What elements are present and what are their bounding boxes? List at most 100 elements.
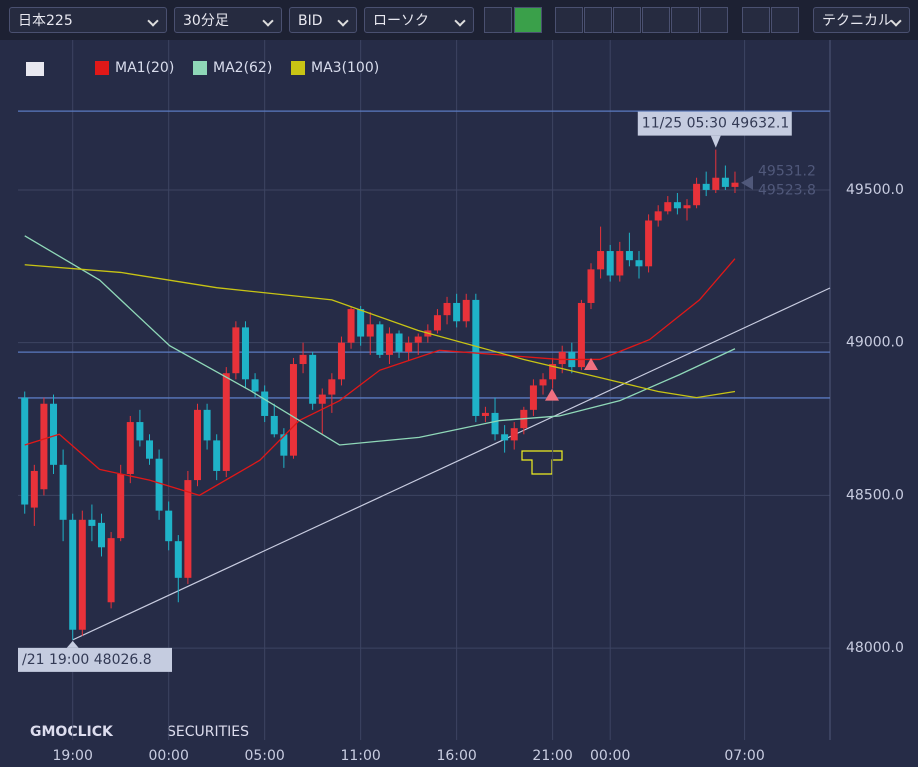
channel-tool[interactable] (642, 7, 670, 33)
legend-label: MA1(20) (115, 60, 174, 76)
candle-body (21, 397, 29, 505)
candle-body (558, 351, 566, 365)
candle-body (78, 519, 86, 630)
candle-body (654, 211, 662, 221)
candle-body (337, 342, 345, 380)
erase-all-tool[interactable] (771, 7, 799, 33)
candle-body (289, 364, 297, 456)
candle-body (529, 385, 537, 410)
x-tick-label: 07:00 (724, 748, 764, 764)
candle-body (702, 183, 710, 190)
vline-tool[interactable] (584, 7, 612, 33)
x-tick-label: 11:00 (340, 748, 380, 764)
legend-swatch (193, 61, 207, 75)
candle-body (261, 391, 269, 416)
candle-body (251, 379, 259, 392)
last-price-label: 49531.2 (758, 163, 816, 179)
trend-tool[interactable] (613, 7, 641, 33)
candle-body (616, 251, 624, 276)
x-tick-label: 19:00 (53, 748, 93, 764)
candle-body (318, 394, 326, 404)
candle-body (232, 327, 240, 374)
legend-swatch (95, 61, 109, 75)
x-tick-label: 00:00 (149, 748, 189, 764)
style-select[interactable]: ローソク (364, 7, 474, 33)
x-tick-label: 00:00 (590, 748, 630, 764)
annotation-box (637, 111, 792, 136)
candle-body (69, 519, 77, 630)
candle-body (174, 541, 182, 578)
candle-body (184, 480, 192, 578)
candle-body (59, 464, 67, 520)
candle-body (577, 302, 585, 368)
candle-body (213, 440, 221, 471)
pointer-tool[interactable] (514, 7, 542, 33)
candle-body (481, 412, 489, 416)
y-tick-label: 49500.0 (846, 182, 904, 198)
signal-marker (545, 388, 559, 401)
candle-body (347, 309, 355, 343)
candle-body (241, 327, 249, 380)
candle-body (395, 333, 403, 352)
candle-body (693, 183, 701, 206)
candle-body (280, 434, 288, 456)
toolbar: 日本225 30分足 BID ローソク テクニカル (0, 0, 918, 40)
candle-body (299, 354, 307, 365)
candle-body (309, 354, 317, 404)
candle-body (126, 422, 134, 474)
candle-body (625, 251, 633, 261)
candle-body (712, 177, 720, 190)
candle-body (606, 251, 614, 276)
candle-body (145, 440, 153, 459)
candle-body (405, 342, 413, 352)
fan-tool[interactable] (700, 7, 728, 33)
candle-body (472, 299, 480, 416)
candle-body (645, 220, 653, 267)
candle-body (222, 373, 230, 471)
chart: GMOCLICK SECURITIES 48000.0 48500.0 49000.… (18, 40, 904, 764)
erase-tool[interactable] (742, 7, 770, 33)
candle-body (155, 458, 163, 511)
candle-body (510, 428, 518, 441)
candle-body (597, 251, 605, 270)
annotation-pointer (66, 640, 79, 648)
hline-tool[interactable] (555, 7, 583, 33)
candle-body (270, 415, 278, 435)
timeframe-select[interactable]: 30分足 (174, 7, 282, 33)
candle-body (673, 202, 681, 209)
candle-body (328, 379, 336, 395)
technical-button[interactable]: テクニカル (813, 7, 910, 33)
x-tick-label: 21:00 (532, 748, 572, 764)
price-select[interactable]: BID (289, 7, 357, 33)
ma-line (24, 258, 736, 497)
legend-label: MA3(100) (311, 60, 379, 76)
candle-body (443, 302, 451, 316)
candle-body (193, 409, 201, 481)
candle-body (203, 409, 211, 441)
candle-body (414, 336, 422, 343)
candle-body (683, 205, 691, 209)
x-tick-label: 16:00 (436, 748, 476, 764)
ma-line (24, 264, 736, 399)
candle-body (107, 538, 115, 603)
comment-icon[interactable] (26, 62, 44, 76)
candle-body (366, 324, 374, 337)
fibo-tool[interactable] (671, 7, 699, 33)
candle-body (501, 434, 509, 441)
signal-arrow (521, 450, 563, 475)
candle-body (721, 177, 729, 187)
symbol-select[interactable]: 日本225 (9, 7, 167, 33)
candle-body (376, 324, 384, 355)
legend-swatch (291, 61, 305, 75)
last-price-label: 49523.8 (758, 183, 816, 199)
candle-body (453, 302, 461, 322)
candle-body (50, 403, 58, 465)
candle-body (549, 364, 557, 380)
signal-marker (584, 358, 598, 371)
candle-body (539, 379, 547, 386)
y-tick-label: 48500.0 (846, 487, 904, 503)
candle-body (165, 510, 173, 542)
crosshair-tool[interactable] (484, 7, 512, 33)
x-tick-label: 05:00 (244, 748, 284, 764)
